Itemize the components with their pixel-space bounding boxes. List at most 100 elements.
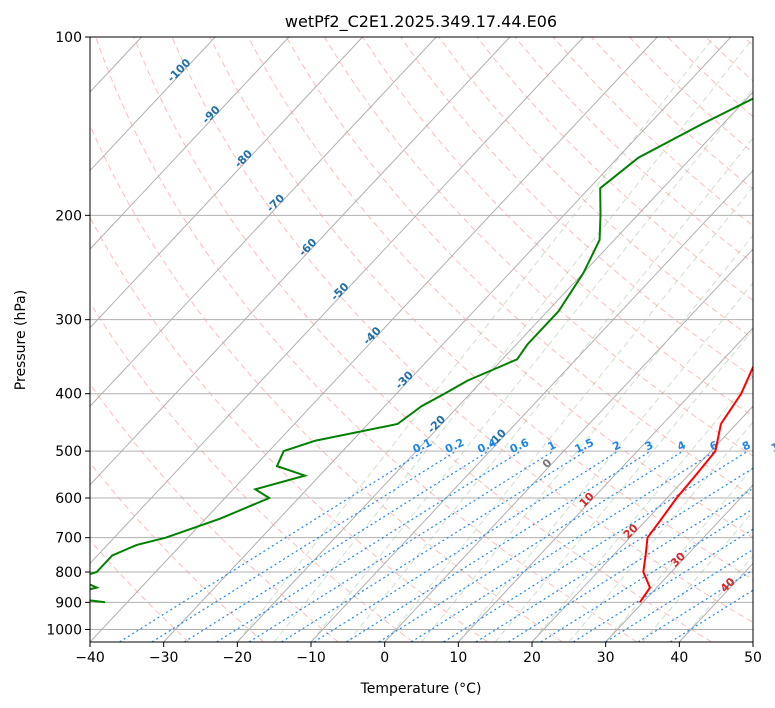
y-axis-title: Pressure (hPa)	[13, 290, 29, 390]
skewed-isotherms	[0, 37, 753, 642]
mixing-ratio-line	[216, 450, 522, 642]
isotherm-label: -30	[393, 368, 416, 391]
mixing-ratio-line	[248, 450, 554, 642]
x-tick-label: −30	[149, 650, 179, 666]
isotherm-label: 10	[577, 490, 597, 510]
moist-adiabat-line	[421, 234, 753, 642]
isotherm-label: 30	[668, 549, 688, 569]
x-tick-label: −20	[223, 650, 253, 666]
dry-adiabat-line	[90, 539, 190, 642]
mixing-ratio-lines	[119, 450, 753, 642]
chart-title: wetPf2_C2E1.2025.349.17.44.E06	[285, 12, 557, 32]
isotherm-label: -60	[296, 236, 319, 259]
temperature-series-line	[639, 364, 753, 603]
dry-adiabat-line	[95, 37, 638, 642]
x-tick-label: −40	[75, 650, 105, 666]
tan-reference-curve	[0, 37, 68, 642]
dry-adiabat-line	[743, 37, 753, 47]
x-axis: −40 −30 −20 −10 0 10 20 30 40 50	[75, 642, 762, 666]
isotherm-label: -100	[165, 56, 194, 85]
isotherm-label: -50	[328, 280, 351, 303]
mixing-ratio-line	[540, 508, 753, 642]
moist-adiabat-line	[531, 375, 753, 642]
x-tick-label: 50	[744, 650, 762, 666]
mixing-ratio-line	[443, 450, 749, 642]
moist-adiabat-line	[273, 37, 753, 642]
dry-adiabat-line	[323, 37, 753, 457]
moist-adiabat-line	[384, 186, 753, 642]
moist-adiabat-line	[347, 137, 753, 642]
y-tick-label: 200	[55, 208, 82, 224]
moist-adiabat-line	[678, 554, 753, 642]
isotherm-line	[531, 405, 753, 642]
dry-adiabat-line	[247, 37, 753, 539]
x-tick-label: 30	[597, 650, 615, 666]
isotherm-line	[457, 326, 753, 642]
isotherm-line	[90, 37, 363, 329]
isotherm-line	[236, 91, 753, 642]
dry-adiabat-line	[90, 461, 264, 642]
x-tick-label: 0	[380, 650, 389, 666]
isotherm-line	[90, 37, 290, 250]
isotherm-label: -70	[264, 191, 287, 214]
dry-adiabat-line	[705, 37, 753, 82]
dry-adiabat-line	[133, 37, 712, 642]
mixing-ratio-line	[119, 450, 424, 642]
y-tick-label: 800	[55, 565, 82, 581]
isotherm-line	[163, 37, 732, 642]
isotherm-label: -80	[232, 147, 255, 170]
plot-frame	[89, 36, 754, 643]
y-tick-label: 100	[55, 30, 82, 46]
mixing-ratio-line	[313, 450, 619, 642]
x-tick-label: −10	[296, 650, 326, 666]
y-tick-label: 700	[55, 531, 82, 547]
isotherm-line	[90, 37, 437, 408]
mixing-ratio-label: 10	[769, 437, 775, 455]
isotherm-line	[90, 37, 584, 565]
isotherm-line	[752, 641, 753, 642]
isotherm-line	[90, 37, 216, 172]
y-tick-label: 1000	[46, 622, 82, 638]
background-lines	[0, 37, 753, 642]
mixing-ratio-line	[346, 450, 651, 642]
mixing-ratio-label: 0.1	[411, 436, 434, 456]
dry-adiabat-line	[171, 37, 753, 624]
isotherm-label: 40	[718, 575, 738, 595]
isotherm-line	[605, 484, 753, 642]
y-tick-label: 500	[55, 444, 82, 460]
moist-adiabat-line	[310, 87, 753, 642]
moist-adiabat-line	[642, 511, 753, 642]
y-tick-label: 400	[55, 387, 82, 403]
x-tick-label: 10	[449, 650, 467, 666]
dry-adiabat-line	[285, 37, 753, 498]
dry-adiabat-line	[90, 216, 488, 642]
isotherm-line	[90, 37, 511, 486]
profiles	[90, 97, 753, 604]
mixing-ratio-line	[572, 528, 753, 642]
isotherm-line	[384, 248, 753, 642]
y-tick-label: 300	[55, 313, 82, 329]
dry-adiabat-line	[438, 37, 753, 340]
moist-adiabat-line	[568, 421, 753, 642]
dry-adiabat-line	[590, 37, 753, 190]
x-tick-label: 40	[670, 650, 688, 666]
mixing-ratio-line	[605, 548, 753, 642]
dry-adiabat-line	[209, 37, 753, 581]
dry-adiabat-line	[476, 37, 753, 302]
y-tick-label: 600	[55, 491, 82, 507]
dewpoint-series-line	[90, 97, 753, 604]
isotherm-label: -40	[361, 324, 384, 347]
dry-adiabat-line	[90, 383, 339, 642]
x-tick-label: 20	[523, 650, 541, 666]
moist-adiabat-line	[494, 329, 753, 642]
mixing-ratio-labels: 0.10.20.40.611.52346810131620253036	[411, 436, 775, 456]
isotherm-line	[90, 37, 658, 642]
x-axis-title: Temperature (°C)	[360, 681, 482, 697]
isotherm-label: 20	[621, 521, 641, 541]
isotherm-line	[0, 37, 68, 642]
isotherm-line	[310, 169, 753, 642]
dry-adiabat-line	[667, 37, 753, 118]
dry-adiabat-line	[90, 124, 563, 642]
